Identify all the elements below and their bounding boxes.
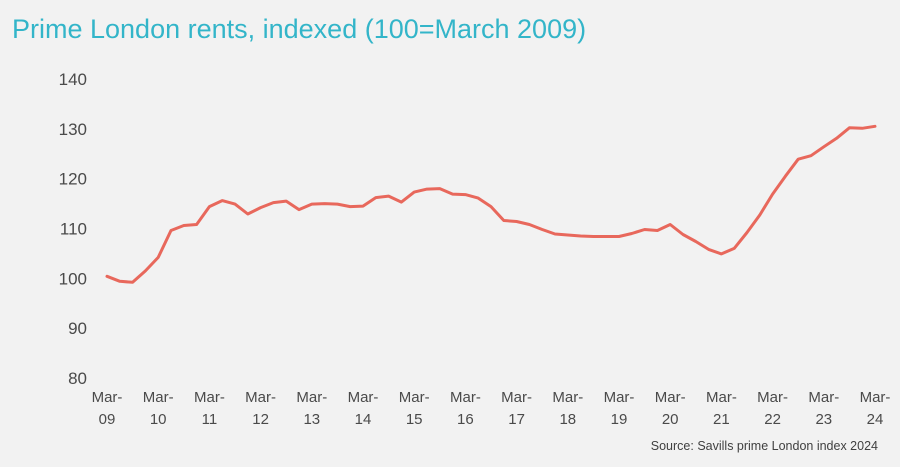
- y-tick-label: 120: [59, 170, 87, 189]
- x-tick-label: 14: [355, 411, 372, 428]
- x-tick-label: Mar-: [296, 389, 327, 406]
- y-tick-label: 100: [59, 269, 87, 288]
- x-tick-label: Mar-: [245, 389, 276, 406]
- x-tick-label: 12: [252, 411, 269, 428]
- x-tick-label: 24: [867, 411, 884, 428]
- x-tick-label: 09: [99, 411, 116, 428]
- x-tick-label: Mar-: [92, 389, 123, 406]
- x-tick-label: Mar-: [194, 389, 225, 406]
- x-tick-label: 21: [713, 411, 730, 428]
- x-tick-label: Mar-: [757, 389, 788, 406]
- x-axis: Mar- 09 Mar- 10 Mar- 11 Mar- 12 Mar- 13 Mar- 14 Mar-…: [92, 389, 891, 428]
- series-line: [105, 124, 877, 284]
- x-tick-label: Mar-: [450, 389, 481, 406]
- x-tick-label: 13: [303, 411, 320, 428]
- x-tick-label: Mar-: [808, 389, 839, 406]
- y-tick-label: 110: [60, 220, 87, 239]
- x-tick-label: Mar-: [552, 389, 583, 406]
- x-tick-label: 10: [150, 411, 167, 428]
- x-tick-label: 20: [662, 411, 679, 428]
- x-tick-label: 11: [202, 411, 218, 428]
- x-tick-label: Mar-: [860, 389, 891, 406]
- x-tick-label: 16: [457, 411, 474, 428]
- y-tick-label: 130: [59, 120, 87, 139]
- x-tick-label: 23: [815, 411, 832, 428]
- y-tick-label: 80: [68, 369, 87, 388]
- x-tick-label: Mar-: [399, 389, 430, 406]
- x-tick-label: 15: [406, 411, 423, 428]
- x-tick-label: 18: [559, 411, 576, 428]
- source-note: Source: Savills prime London index 2024: [650, 439, 878, 453]
- x-tick-label: Mar-: [604, 389, 635, 406]
- x-tick-label: 22: [764, 411, 781, 428]
- x-tick-label: 19: [611, 411, 628, 428]
- x-tick-label: Mar-: [501, 389, 532, 406]
- chart-title: Prime London rents, indexed (100=March 2…: [12, 14, 587, 44]
- x-tick-label: Mar-: [706, 389, 737, 406]
- series-path: [105, 124, 877, 284]
- y-axis: 80 90 100 110 120 130 140: [59, 70, 87, 388]
- x-tick-label: Mar-: [143, 389, 174, 406]
- y-tick-label: 140: [59, 70, 87, 89]
- y-tick-label: 90: [68, 319, 87, 338]
- x-tick-label: Mar-: [348, 389, 379, 406]
- x-tick-label: 17: [508, 411, 525, 428]
- x-tick-label: Mar-: [655, 389, 686, 406]
